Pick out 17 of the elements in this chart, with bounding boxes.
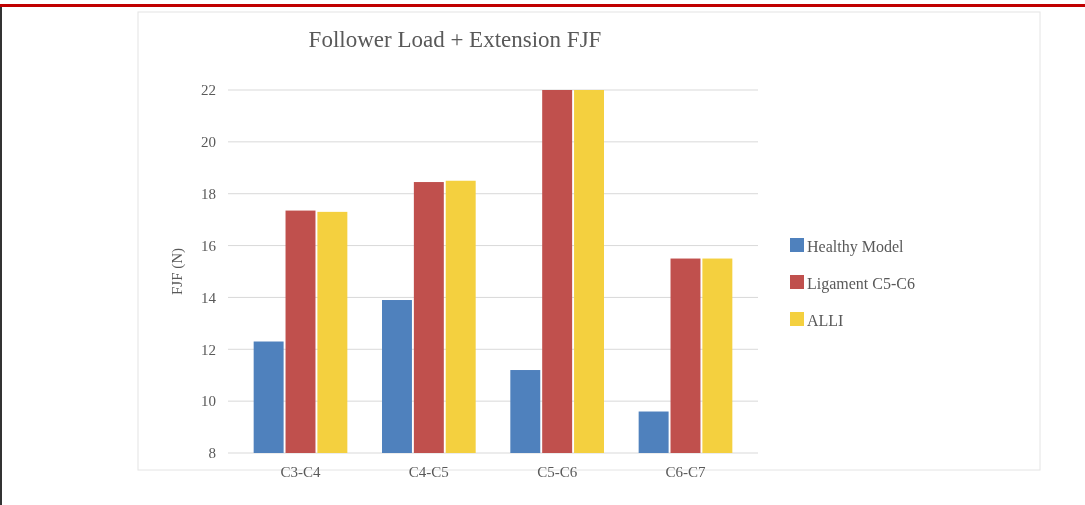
chart-title: Follower Load + Extension FJF (308, 27, 602, 52)
x-tick-label: C5-C6 (537, 464, 578, 480)
legend-label: ALLI (807, 311, 844, 329)
y-tick-label: 10 (201, 393, 216, 410)
y-tick-label: 14 (201, 289, 217, 306)
x-tick-label: C3-C4 (280, 464, 321, 480)
x-tick-label: C4-C5 (408, 464, 449, 480)
y-tick-label: 20 (201, 134, 216, 151)
legend-label: Ligament C5-C6 (807, 274, 915, 293)
y-tick-label: 18 (201, 185, 216, 202)
y-tick-label: 22 (201, 82, 216, 99)
y-tick-label: 16 (201, 237, 217, 254)
y-axis-title: FJF (N) (169, 247, 186, 296)
y-tick-label: 12 (201, 341, 216, 358)
x-tick-label: C6-C7 (665, 464, 706, 480)
legend-label: Healthy Model (807, 237, 904, 256)
y-tick-label: 8 (208, 445, 216, 462)
